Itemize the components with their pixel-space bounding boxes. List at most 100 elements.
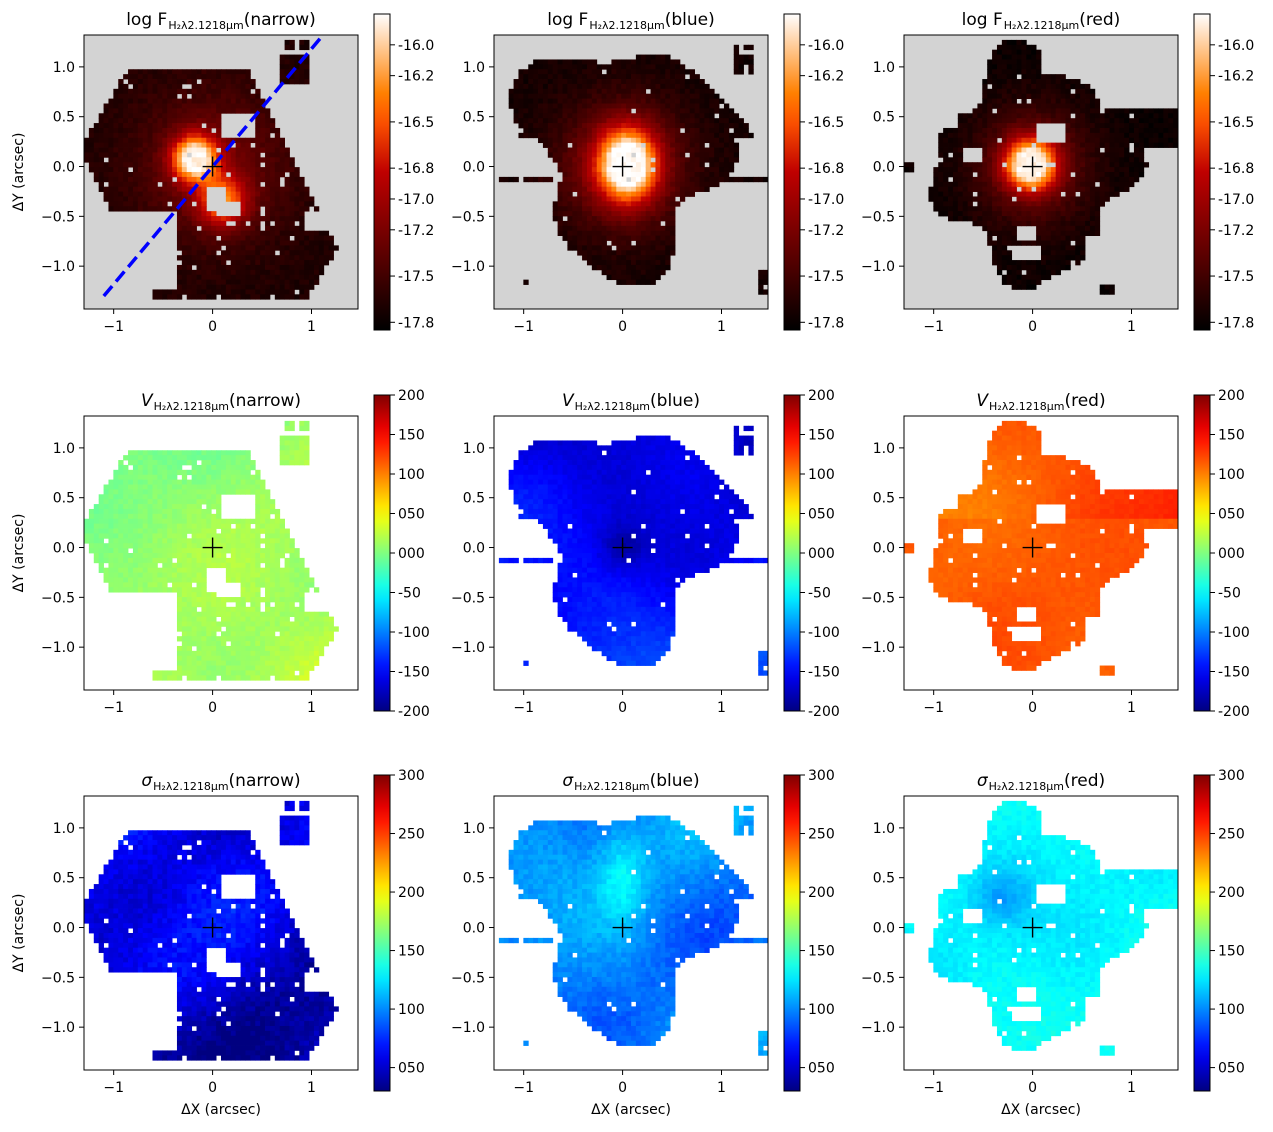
heatmap-cell — [167, 128, 172, 133]
heatmap-cell — [582, 177, 587, 182]
heatmap-cell — [1026, 74, 1031, 79]
heatmap-cell — [153, 196, 158, 201]
heatmap-cell — [138, 573, 143, 578]
heatmap-cell — [148, 514, 153, 519]
heatmap-cell — [631, 104, 636, 109]
heatmap-cell — [714, 148, 719, 153]
heatmap-cell — [538, 99, 543, 104]
heatmap-cell — [275, 280, 280, 285]
heatmap-cell — [636, 260, 641, 265]
heatmap-cell — [157, 460, 162, 465]
heatmap-cell — [611, 74, 616, 79]
heatmap-cell — [563, 69, 568, 74]
heatmap-cell — [153, 558, 158, 563]
heatmap-cell — [1139, 113, 1144, 118]
heatmap-cell — [113, 192, 118, 197]
heatmap-cell — [1056, 108, 1061, 113]
heatmap-cell — [719, 133, 724, 138]
heatmap-cell — [94, 533, 99, 538]
heatmap-cell — [636, 157, 641, 162]
heatmap-cell — [646, 236, 651, 241]
heatmap-cell — [1070, 221, 1075, 226]
heatmap-cell — [670, 74, 675, 79]
heatmap-cell — [206, 89, 211, 94]
heatmap-cell — [108, 533, 113, 538]
heatmap-cell — [270, 123, 275, 128]
heatmap-cell — [143, 504, 148, 509]
heatmap-cell — [221, 270, 226, 275]
heatmap-cell — [1129, 152, 1134, 157]
heatmap-cell — [1070, 143, 1075, 148]
heatmap-cell — [1090, 192, 1095, 197]
heatmap-cell — [108, 548, 113, 553]
heatmap-cell — [133, 113, 138, 118]
heatmap-cell — [148, 543, 153, 548]
heatmap-cell — [231, 260, 236, 265]
heatmap-cell — [1085, 94, 1090, 99]
heatmap-cell — [621, 182, 626, 187]
heatmap-cell — [587, 167, 592, 172]
heatmap-cell — [582, 84, 587, 89]
heatmap-cell — [260, 236, 265, 241]
heatmap-cell — [1051, 201, 1056, 206]
heatmap-cell — [128, 128, 133, 133]
heatmap-cell — [123, 128, 128, 133]
heatmap-cell — [211, 245, 216, 250]
heatmap-cell — [187, 177, 192, 182]
heatmap-cell — [172, 196, 177, 201]
heatmap-cell — [548, 138, 553, 143]
heatmap-cell — [1090, 94, 1095, 99]
heatmap-cell — [245, 275, 250, 280]
heatmap-cell — [563, 177, 568, 182]
heatmap-cell — [1154, 108, 1159, 113]
heatmap-cell — [626, 172, 631, 177]
heatmap-cell — [582, 216, 587, 221]
heatmap-cell — [255, 275, 260, 280]
heatmap-cell — [157, 294, 162, 299]
heatmap-cell — [611, 133, 616, 138]
heatmap-cell — [123, 196, 128, 201]
heatmap-cell — [1036, 79, 1041, 84]
heatmap-cell — [197, 69, 202, 74]
heatmap-cell — [1129, 108, 1134, 113]
heatmap-cell — [1154, 143, 1159, 148]
heatmap-cell — [128, 162, 133, 167]
heatmap-cell — [143, 485, 148, 490]
heatmap-cell — [1095, 104, 1100, 109]
heatmap-cell — [592, 260, 597, 265]
heatmap-cell — [616, 211, 621, 216]
heatmap-cell — [1061, 241, 1066, 246]
heatmap-cell — [714, 177, 719, 182]
heatmap-cell — [582, 231, 587, 236]
heatmap-cell — [201, 226, 206, 231]
heatmap-cell — [734, 152, 739, 157]
heatmap-cell — [324, 245, 329, 250]
heatmap-cell — [221, 280, 226, 285]
heatmap-cell — [329, 245, 334, 250]
heatmap-cell — [216, 226, 221, 231]
heatmap-cell — [1075, 250, 1080, 255]
heatmap-cell — [1080, 221, 1085, 226]
heatmap-cell — [660, 89, 665, 94]
heatmap-cell — [138, 123, 143, 128]
heatmap-cell — [162, 563, 167, 568]
heatmap-cell — [616, 275, 621, 280]
heatmap-cell — [597, 89, 602, 94]
heatmap-cell — [1168, 128, 1173, 133]
heatmap-cell — [226, 152, 231, 157]
heatmap-cell — [641, 79, 646, 84]
heatmap-cell — [587, 108, 592, 113]
heatmap-cell — [1021, 167, 1026, 172]
heatmap-cell — [216, 94, 221, 99]
heatmap-cell — [99, 143, 104, 148]
heatmap-cell — [290, 289, 295, 294]
heatmap-cell — [963, 143, 968, 148]
heatmap-cell — [670, 89, 675, 94]
heatmap-cell — [670, 206, 675, 211]
heatmap-cell — [1134, 123, 1139, 128]
heatmap-cell — [104, 558, 109, 563]
heatmap-cell — [270, 177, 275, 182]
heatmap-cell — [602, 226, 607, 231]
heatmap-cell — [700, 172, 705, 177]
heatmap-cell — [744, 133, 749, 138]
